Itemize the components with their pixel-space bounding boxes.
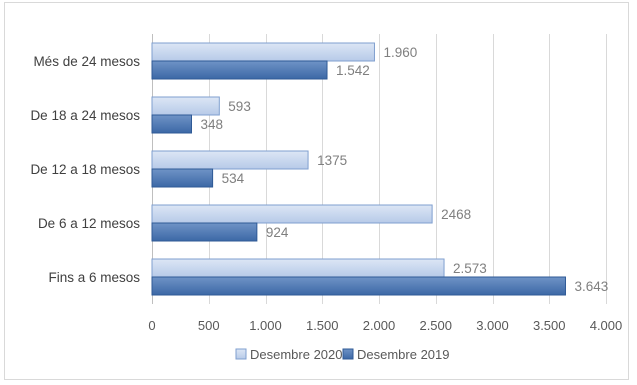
legend-label: Desembre 2020 bbox=[250, 347, 343, 362]
bar-desembre-2019 bbox=[151, 168, 214, 188]
category-label: De 6 a 12 mesos bbox=[38, 216, 140, 231]
data-label: 1375 bbox=[317, 153, 347, 168]
data-label: 2.573 bbox=[453, 261, 487, 276]
x-tick-label: 3.000 bbox=[476, 318, 509, 333]
bar-desembre-2020 bbox=[151, 258, 445, 278]
data-label: 348 bbox=[200, 117, 223, 132]
data-label: 534 bbox=[222, 171, 245, 186]
x-tick-label: 2.500 bbox=[419, 318, 452, 333]
bar-desembre-2019 bbox=[151, 114, 192, 134]
category-labels: Més de 24 mesos De 18 a 24 mesos De 12 a 1… bbox=[30, 54, 140, 285]
data-label: 2468 bbox=[441, 207, 471, 222]
x-tick-label: 0 bbox=[148, 318, 155, 333]
x-tick-label: 500 bbox=[198, 318, 220, 333]
x-tick-label: 4.000 bbox=[590, 318, 623, 333]
data-label: 1.542 bbox=[336, 63, 370, 78]
legend: Desembre 2020 Desembre 2019 bbox=[235, 347, 450, 362]
data-label: 3.643 bbox=[574, 279, 608, 294]
bar-desembre-2020 bbox=[151, 42, 375, 62]
bar-desembre-2020 bbox=[151, 96, 220, 116]
legend-swatch bbox=[342, 348, 354, 360]
data-label: 924 bbox=[266, 225, 289, 240]
bar-desembre-2020 bbox=[151, 204, 433, 224]
x-tick-label: 1.500 bbox=[306, 318, 339, 333]
bar-desembre-2019 bbox=[151, 60, 328, 80]
category-label: Més de 24 mesos bbox=[33, 54, 140, 69]
x-tick-label: 1.000 bbox=[249, 318, 282, 333]
legend-swatch bbox=[235, 348, 247, 360]
x-tick-label: 3.500 bbox=[533, 318, 566, 333]
legend-label: Desembre 2019 bbox=[357, 347, 450, 362]
data-labels: 1.960 1.542 593 348 1375 534 2468 924 2.573 3.643 bbox=[200, 45, 608, 294]
data-label: 593 bbox=[228, 99, 251, 114]
category-label: Fins a 6 mesos bbox=[48, 270, 140, 285]
x-tick-labels: 0 500 1.000 1.500 2.000 2.500 3.000 3.500 4.000 bbox=[148, 318, 622, 333]
bar-desembre-2019 bbox=[151, 276, 566, 296]
bars bbox=[151, 42, 566, 296]
data-label: 1.960 bbox=[383, 45, 417, 60]
x-tick-label: 2.000 bbox=[363, 318, 396, 333]
category-label: De 12 a 18 mesos bbox=[30, 162, 140, 177]
category-label: De 18 a 24 mesos bbox=[30, 108, 140, 123]
bar-desembre-2020 bbox=[151, 150, 309, 170]
bar-desembre-2019 bbox=[151, 222, 258, 242]
